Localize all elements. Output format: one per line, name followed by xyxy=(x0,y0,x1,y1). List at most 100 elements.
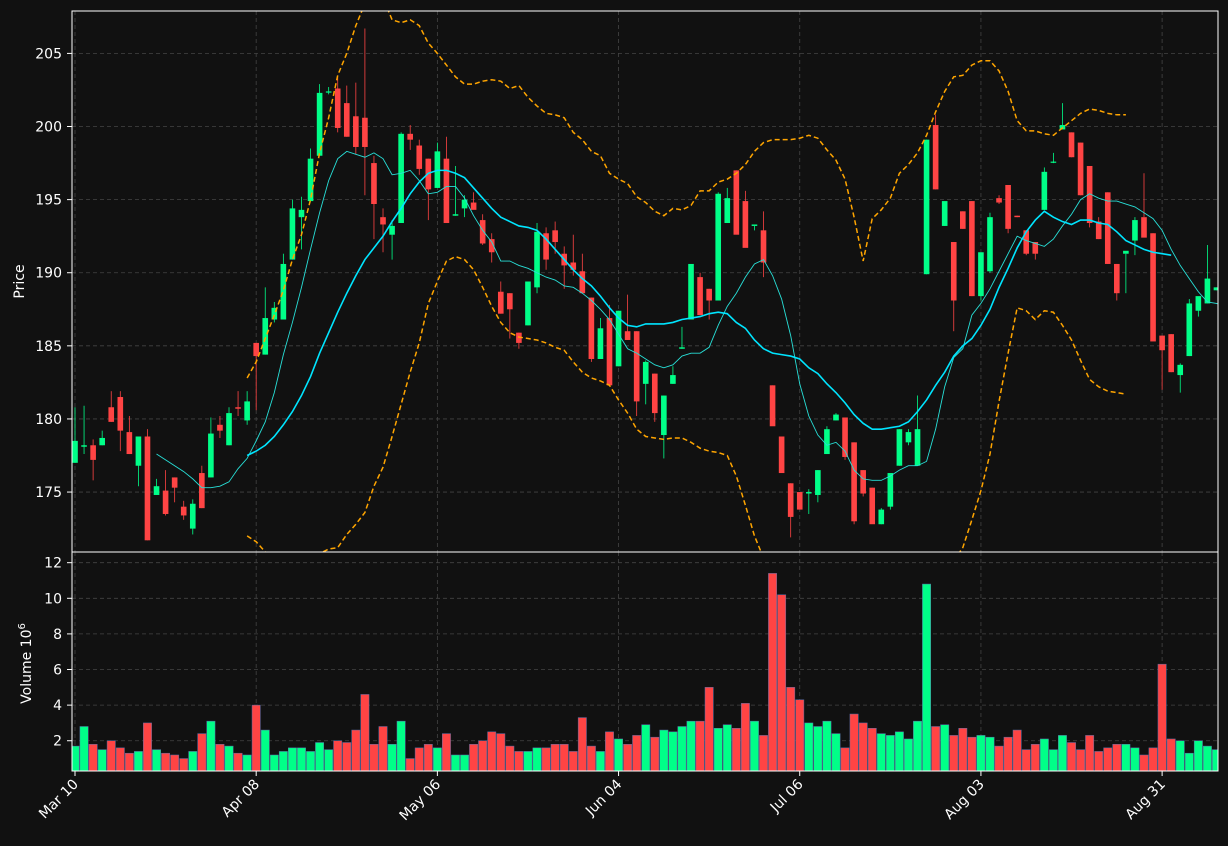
candle-body xyxy=(697,277,703,316)
volume-bar xyxy=(251,704,261,771)
volume-bar xyxy=(514,751,524,771)
candle-body xyxy=(334,88,341,128)
candle-body xyxy=(1050,161,1057,163)
candle-body xyxy=(162,490,169,514)
candle-body xyxy=(969,201,975,297)
candle-body xyxy=(932,125,939,190)
volume-bar xyxy=(161,752,171,771)
candle-body xyxy=(724,198,731,224)
x-tick-label: Aug 31 xyxy=(1123,777,1169,823)
candle-body xyxy=(398,133,404,224)
candle-body xyxy=(733,170,740,235)
volume-bar xyxy=(1166,738,1176,771)
volume-bar xyxy=(840,747,850,771)
volume-bar xyxy=(342,742,352,771)
volume-bar xyxy=(994,745,1004,771)
candle-body xyxy=(1023,230,1030,254)
volume-tick-label: 2 xyxy=(53,734,62,750)
volume-bar xyxy=(740,703,750,771)
volume-bar xyxy=(922,583,931,771)
candle-body xyxy=(153,486,160,495)
candle-body xyxy=(941,201,948,226)
candle-body xyxy=(642,361,649,384)
candle-body xyxy=(842,417,848,457)
candle-body xyxy=(1032,242,1039,254)
candle-body xyxy=(307,158,314,202)
volume-bar xyxy=(88,744,98,771)
candle-body xyxy=(452,214,459,216)
candle-body xyxy=(1086,165,1093,224)
candle-body xyxy=(135,436,142,466)
volume-bar xyxy=(369,744,379,771)
candle-body xyxy=(742,201,749,248)
volume-bar xyxy=(1067,742,1076,771)
candle-body xyxy=(189,503,196,529)
volume-bar xyxy=(750,720,759,771)
volume-bar xyxy=(115,747,125,771)
volume-bar xyxy=(985,736,995,771)
volume-bar xyxy=(405,758,415,771)
candle-body xyxy=(126,432,133,455)
candle-body xyxy=(960,211,966,229)
volume-bar xyxy=(1003,736,1013,771)
volume-bar xyxy=(1076,749,1085,771)
volume-bar xyxy=(1175,740,1185,771)
volume-bar xyxy=(931,726,941,771)
candle-body xyxy=(1213,287,1218,291)
candle-body xyxy=(860,470,866,494)
candle-body xyxy=(588,297,595,359)
candle-body xyxy=(244,401,250,421)
volume-bar xyxy=(1085,735,1095,771)
volume-bar xyxy=(894,731,904,771)
volume-tick-label: 12 xyxy=(44,556,62,572)
candle-body xyxy=(280,263,287,320)
volume-bar xyxy=(242,754,252,771)
candle-body xyxy=(1123,250,1129,254)
candle-body xyxy=(552,230,558,243)
candle-body xyxy=(651,373,658,414)
price-panel-frame xyxy=(71,10,1219,553)
volume-exponent: 6 xyxy=(17,623,28,629)
candle-body xyxy=(416,145,423,169)
volume-tick-label: 10 xyxy=(44,591,62,607)
candle-body xyxy=(1186,303,1193,357)
volume-bar xyxy=(1094,751,1104,771)
candle-body xyxy=(271,307,278,320)
volume-bar xyxy=(1130,747,1140,771)
volume-bar xyxy=(179,758,189,771)
candle-body xyxy=(1195,296,1202,311)
volume-bar xyxy=(1112,744,1122,771)
candle-body xyxy=(507,293,513,310)
candle-body xyxy=(1177,364,1184,376)
volume-bar xyxy=(523,751,533,771)
volume-bar xyxy=(623,744,633,771)
volume-bar xyxy=(487,731,497,771)
candle-body xyxy=(289,208,296,260)
volume-bar xyxy=(288,747,297,771)
volume-bar xyxy=(297,747,306,771)
candle-body xyxy=(778,436,785,474)
volume-bar xyxy=(106,740,116,771)
indicators-group xyxy=(156,11,1218,552)
lower-band-line xyxy=(246,255,1127,552)
volume-bar xyxy=(913,720,922,771)
volume-bar xyxy=(387,744,397,771)
volume-bar xyxy=(278,751,288,771)
candle-body xyxy=(1141,217,1147,238)
candle-body xyxy=(805,492,812,494)
candle-body xyxy=(1168,334,1174,373)
volume-tick-label: 4 xyxy=(53,698,62,714)
volume-bar xyxy=(596,751,605,771)
candle-body xyxy=(380,217,386,225)
volume-bar xyxy=(469,744,479,771)
x-tick-label: May 06 xyxy=(397,776,445,824)
candle-body xyxy=(470,202,477,210)
volume-bar xyxy=(360,694,370,771)
candles-group xyxy=(72,28,1218,541)
candle-body xyxy=(878,509,885,525)
volume-bar xyxy=(396,720,406,771)
volume-bar xyxy=(306,751,315,771)
volume-bar xyxy=(260,729,270,771)
volume-tick-label: 6 xyxy=(53,663,62,679)
